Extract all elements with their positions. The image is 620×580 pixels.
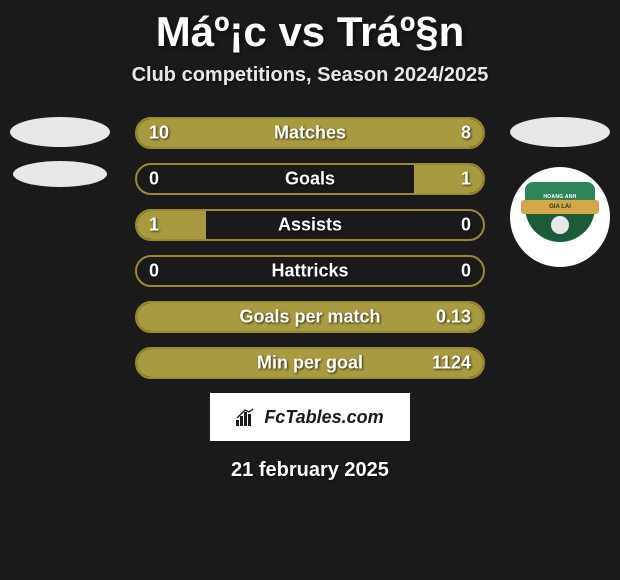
badge-shield: HOANG ANH GIA LAI [525,182,595,242]
stat-value-right: 0 [461,261,471,282]
stat-value-right: 1 [461,169,471,190]
badge-inner: HOANG ANH GIA LAI [525,182,595,252]
stat-row: Matches10 8 [135,117,485,149]
brand-name: FcTables.com [264,407,383,428]
brand-logo-box: FcTables.com [210,393,410,441]
player-right-avatar-group: HOANG ANH GIA LAI [510,117,610,267]
team-badge: HOANG ANH GIA LAI [510,167,610,267]
stat-value-left: 1 [149,215,159,236]
page-subtitle: Club competitions, Season 2024/2025 [0,64,620,87]
page-title: Máº¡c vs Tráº§n [0,0,620,56]
stats-bars-container: Matches108Goals01Assists10Hattricks00Goa… [135,117,485,379]
stat-row: Goals0 1 [135,163,485,195]
stat-value-right: 1124 [432,353,471,374]
stat-value-right: 0.13 [436,307,471,328]
stat-row: Assists1 0 [135,209,485,241]
stat-value-left: 0 [149,261,159,282]
player-left-avatar-group [10,117,110,187]
stat-label: Goals per match [137,307,483,328]
stat-label: Goals [137,169,483,190]
date-label: 21 february 2025 [0,459,620,482]
player-avatar-placeholder [10,117,110,147]
stat-row: Min per goal1124 [135,347,485,379]
stat-label: Hattricks [137,261,483,282]
stat-row: Goals per match0.13 [135,301,485,333]
chart-icon [236,406,258,429]
stat-value-right: 0 [461,215,471,236]
stat-row: Hattricks0 0 [135,255,485,287]
stat-value-right: 8 [461,123,471,144]
stat-value-left: 10 [149,123,169,144]
stat-value-left: 0 [149,169,159,190]
stat-label: Matches [137,123,483,144]
badge-ball-icon [551,216,569,234]
badge-banner: GIA LAI [521,200,599,214]
stat-label: Assists [137,215,483,236]
comparison-area: HOANG ANH GIA LAI Matches108Goals01Assis… [0,117,620,379]
player-avatar-placeholder [510,117,610,147]
player-avatar-placeholder-body [13,161,107,187]
